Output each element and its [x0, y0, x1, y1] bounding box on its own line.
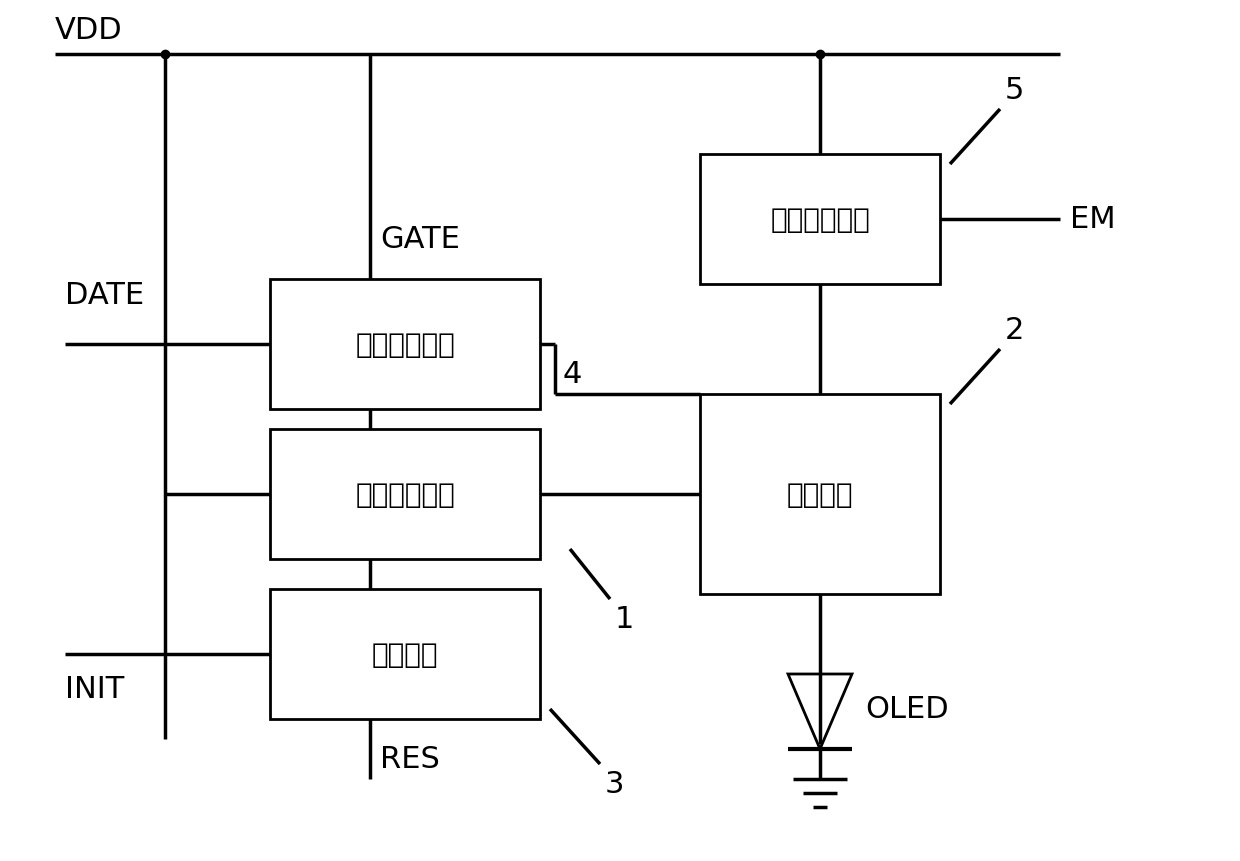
- Bar: [270, 589, 539, 719]
- Text: 1: 1: [615, 604, 635, 633]
- Text: 电荷存储单元: 电荷存储单元: [355, 480, 455, 508]
- Bar: [701, 394, 940, 594]
- Text: OLED: OLED: [866, 695, 949, 723]
- Text: 数据写入单元: 数据写入单元: [355, 331, 455, 358]
- Text: VDD: VDD: [55, 16, 123, 45]
- Text: RES: RES: [379, 744, 440, 773]
- Text: GATE: GATE: [379, 225, 460, 254]
- Bar: [701, 155, 940, 285]
- Text: 发光控制单元: 发光控制单元: [770, 206, 870, 233]
- Text: 复位单元: 复位单元: [372, 641, 438, 668]
- Text: DATE: DATE: [64, 281, 144, 310]
- Text: 5: 5: [1004, 76, 1024, 105]
- Bar: [270, 430, 539, 560]
- Text: 驱动单元: 驱动单元: [786, 480, 853, 508]
- Bar: [270, 280, 539, 410]
- Text: 3: 3: [605, 769, 625, 798]
- Text: INIT: INIT: [64, 674, 124, 703]
- Text: EM: EM: [1070, 205, 1116, 234]
- Text: 4: 4: [563, 360, 583, 388]
- Text: 2: 2: [1004, 316, 1024, 344]
